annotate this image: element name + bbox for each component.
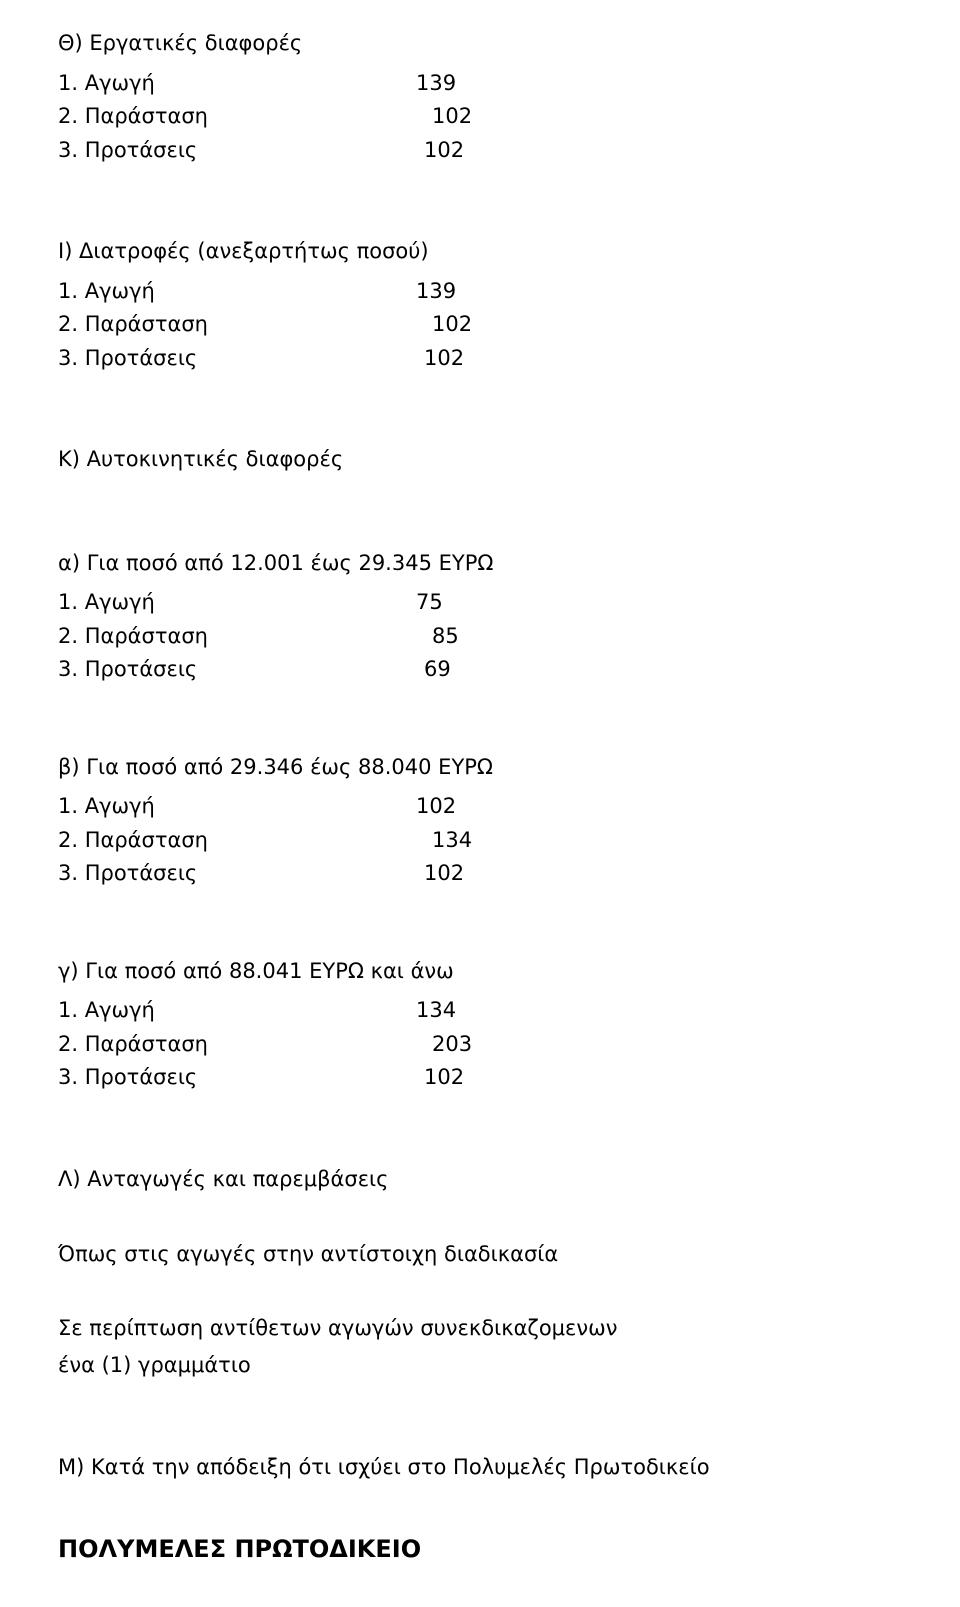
subsection-heading-beta: β) Για ποσό από 29.346 έως 88.040 ΕΥΡΩ [58,752,902,784]
section-heading-iota: Ι) Διατροφές (ανεξαρτήτως ποσού) [58,236,902,268]
section-heading-kappa: Κ) Αυτοκινητικές διαφορές [58,444,902,476]
item-value: 134 [432,825,472,857]
item-value: 85 [432,621,459,653]
list-item: 3. Προτάσεις 102 [58,135,902,167]
paragraph: Σε περίπτωση αντίθετων αγωγών συνεκδικαζ… [58,1313,902,1345]
item-label: 2. Παράσταση [58,101,208,133]
item-value: 203 [432,1029,472,1061]
item-value: 75 [416,587,443,619]
item-value: 102 [432,101,472,133]
item-label: 1. Αγωγή [58,276,155,308]
list-item: 3. Προτάσεις 69 [58,654,902,686]
item-value: 102 [424,858,464,890]
item-label: 1. Αγωγή [58,995,155,1027]
list-item: 3. Προτάσεις 102 [58,343,902,375]
page-title: ΠΟΛΥΜΕΛΕΣ ΠΡΩΤΟΔΙΚΕΙΟ [58,1531,902,1567]
item-label: 3. Προτάσεις [58,135,197,167]
list-item: 2. Παράσταση 85 [58,621,902,653]
list-item: 1. Αγωγή 139 [58,68,902,100]
item-value: 102 [416,791,456,823]
item-value: 134 [416,995,456,1027]
list-item: 1. Αγωγή 75 [58,587,902,619]
item-value: 139 [416,276,456,308]
item-value: 102 [424,135,464,167]
item-value: 102 [424,1062,464,1094]
list-item: 2. Παράσταση 134 [58,825,902,857]
list-item: 3. Προτάσεις 102 [58,858,902,890]
item-value: 139 [416,68,456,100]
list-item: 2. Παράσταση 102 [58,101,902,133]
item-label: 2. Παράσταση [58,309,208,341]
list-item: 2. Παράσταση 102 [58,309,902,341]
item-value: 69 [424,654,451,686]
item-label: 1. Αγωγή [58,791,155,823]
paragraph: Όπως στις αγωγές στην αντίστοιχη διαδικα… [58,1239,902,1271]
item-label: 2. Παράσταση [58,1029,208,1061]
item-value: 102 [432,309,472,341]
item-label: 3. Προτάσεις [58,1062,197,1094]
list-item: 1. Αγωγή 134 [58,995,902,1027]
paragraph: ένα (1) γραμμάτιο [58,1350,902,1382]
subsection-heading-alpha: α) Για ποσό από 12.001 έως 29.345 ΕΥΡΩ [58,548,902,580]
item-label: 1. Αγωγή [58,68,155,100]
list-item: 1. Αγωγή 102 [58,791,902,823]
item-label: 1. Αγωγή [58,587,155,619]
item-label: 2. Παράσταση [58,825,208,857]
section-heading-theta: Θ) Εργατικές διαφορές [58,28,902,60]
list-item: 3. Προτάσεις 102 [58,1062,902,1094]
item-label: 3. Προτάσεις [58,858,197,890]
item-label: 2. Παράσταση [58,621,208,653]
section-heading-mu: Μ) Κατά την απόδειξη ότι ισχύει στο Πολυ… [58,1452,902,1484]
list-item: 1. Αγωγή 139 [58,276,902,308]
subsection-heading-gamma: γ) Για ποσό από 88.041 ΕΥΡΩ και άνω [58,956,902,988]
item-label: 3. Προτάσεις [58,343,197,375]
list-item: 2. Παράσταση 203 [58,1029,902,1061]
section-heading-lambda: Λ) Ανταγωγές και παρεμβάσεις [58,1164,902,1196]
item-value: 102 [424,343,464,375]
item-label: 3. Προτάσεις [58,654,197,686]
